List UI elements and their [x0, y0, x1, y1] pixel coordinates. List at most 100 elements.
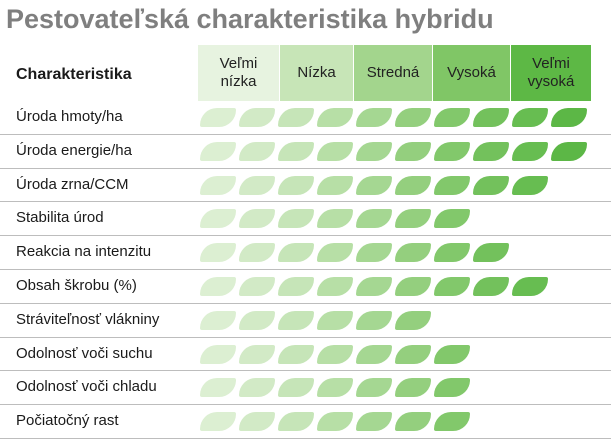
table-row: Stabilita úrod [0, 202, 611, 237]
rating-leaf-icon [239, 344, 275, 364]
table-row: Úroda hmoty/ha [0, 101, 611, 135]
rating-leaf-icon [317, 243, 353, 263]
level-scale-header: Veľmi nízka Nízka Stredná Vysoká Veľmi vysok… [197, 44, 592, 102]
rating-leaf-icon [239, 378, 275, 398]
level-header-3: Stredná [354, 45, 433, 101]
rating-leaf-icon [317, 209, 353, 229]
rating-leaf-icon [278, 108, 314, 127]
rating-leaf-icon [356, 412, 392, 432]
table-row: Počiatočný rast [0, 405, 611, 439]
characteristics-table: Úroda hmoty/ha Úroda energie/ha Úroda zrna… [0, 101, 611, 439]
rating-leaf-icon [473, 175, 509, 195]
rating-leaf-icon [278, 243, 314, 263]
rating-leaf-icon [434, 108, 470, 127]
rating-leaf-icon [278, 378, 314, 398]
rating-leaf-icon [434, 243, 470, 263]
characteristic-label: Úroda hmoty/ha [16, 108, 123, 125]
characteristic-label: Počiatočný rast [16, 412, 119, 430]
rating-leaf-icon [200, 175, 236, 195]
rating-leaf-icon [434, 175, 470, 195]
rating-leaf-icon [356, 344, 392, 364]
rating-leaf-icon [200, 378, 236, 398]
rating-leaf-icon [473, 243, 509, 263]
table-header: Charakteristika Veľmi nízka Nízka Stredná V… [0, 44, 611, 102]
rating-leaf-icon [239, 310, 275, 330]
rating-leaf-icon [395, 378, 431, 398]
table-row: Stráviteľnosť vlákniny [0, 304, 611, 338]
rating-leaf-icon [278, 175, 314, 195]
characteristic-label: Úroda zrna/CCM [16, 175, 129, 193]
rating-leaf-icon [356, 108, 392, 127]
rating-leaf-icon [317, 108, 353, 127]
characteristic-label: Stabilita úrod [16, 209, 104, 227]
rating-leaf-icon [200, 108, 236, 127]
rating-leaf-icon [434, 141, 470, 161]
rating-leaf-icon [239, 209, 275, 229]
rating-leaf-icon [356, 276, 392, 296]
rating-leaf-icon [473, 276, 509, 296]
rating-leaf-icon [395, 175, 431, 195]
rating-leaf-icon [434, 412, 470, 432]
characteristic-label: Úroda energie/ha [16, 141, 132, 159]
characteristic-column-header: Charakteristika [16, 66, 132, 83]
rating-leaf-icon [239, 108, 275, 127]
rating-leaf-icon [317, 412, 353, 432]
rating-leaf-icon [278, 209, 314, 229]
rating-leaf-icon [317, 344, 353, 364]
rating-leaf-icon [356, 141, 392, 161]
rating-leaf-icon [278, 141, 314, 161]
level-header-5: Veľmi vysoká [511, 45, 591, 101]
rating-leaf-icon [395, 243, 431, 263]
rating-leaf-icon [317, 175, 353, 195]
level-header-2: Nízka [280, 45, 354, 101]
rating-leaf-icon [200, 141, 236, 161]
rating-leaf-icon [317, 310, 353, 330]
characteristic-label: Odolnosť voči suchu [16, 344, 153, 362]
rating-leaf-icon [551, 141, 587, 161]
rating-leaf-icon [512, 108, 548, 127]
table-row: Odolnosť voči chladu [0, 371, 611, 406]
rating-leaf-icon [200, 276, 236, 296]
rating-leaf-icon [200, 243, 236, 263]
rating-leaf-icon [434, 209, 470, 229]
rating-leaf-icon [239, 412, 275, 432]
rating-leaf-icon [395, 141, 431, 161]
rating-leaf-icon [317, 378, 353, 398]
table-row: Obsah škrobu (%) [0, 270, 611, 304]
rating-leaf-icon [278, 344, 314, 364]
rating-leaf-icon [395, 310, 431, 330]
rating-leaf-icon [200, 344, 236, 364]
rating-leaf-icon [356, 209, 392, 229]
rating-leaf-icon [200, 209, 236, 229]
rating-leaf-icon [395, 344, 431, 364]
rating-leaf-icon [278, 276, 314, 296]
rating-leaf-icon [434, 276, 470, 296]
rating-leaf-icon [239, 175, 275, 195]
characteristic-label: Reakcia na intenzitu [16, 243, 152, 261]
rating-leaf-icon [356, 378, 392, 398]
rating-leaf-icon [278, 310, 314, 330]
rating-leaf-icon [395, 276, 431, 296]
rating-leaf-icon [239, 243, 275, 263]
rating-leaf-icon [395, 412, 431, 432]
rating-leaf-icon [434, 378, 470, 398]
table-row: Úroda zrna/CCM [0, 169, 611, 203]
rating-leaf-icon [239, 141, 275, 161]
rating-leaf-icon [239, 276, 275, 296]
rating-leaf-icon [200, 412, 236, 432]
rating-leaf-icon [278, 412, 314, 432]
rating-leaf-icon [395, 108, 431, 127]
rating-leaf-icon [200, 310, 236, 330]
table-row: Reakcia na intenzitu [0, 236, 611, 270]
page-title: Pestovateľská charakteristika hybridu [6, 4, 494, 34]
rating-leaf-icon [551, 108, 587, 127]
level-header-4: Vysoká [433, 45, 511, 101]
rating-leaf-icon [512, 141, 548, 161]
rating-leaf-icon [356, 243, 392, 263]
characteristic-label: Stráviteľnosť vlákniny [16, 310, 160, 328]
rating-leaf-icon [395, 209, 431, 229]
rating-leaf-icon [317, 141, 353, 161]
table-row: Odolnosť voči suchu [0, 338, 611, 372]
rating-leaf-icon [434, 344, 470, 364]
